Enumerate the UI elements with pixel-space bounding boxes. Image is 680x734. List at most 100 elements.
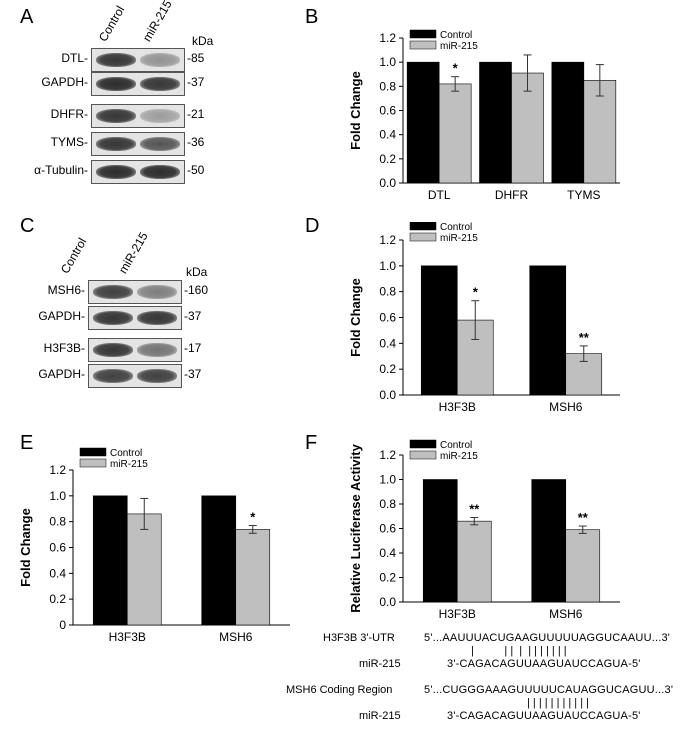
y-tick-label: 0.4 xyxy=(379,546,396,560)
legend-label: miR-215 xyxy=(440,451,478,462)
y-tick-label: 0.2 xyxy=(379,152,396,166)
bar-mir215 xyxy=(456,520,492,603)
blot-row-label: TYMS- xyxy=(50,135,88,149)
blot-kda-value: -37 xyxy=(187,75,205,89)
bar-mir215 xyxy=(565,529,601,603)
panel-letter-f: F xyxy=(305,432,318,454)
y-tick-label: 1.0 xyxy=(379,55,396,69)
bar-control xyxy=(201,495,237,626)
lane-header-control-c: Control xyxy=(57,235,90,276)
panel-letter-b: B xyxy=(305,6,319,28)
blot-kda-value: -37 xyxy=(184,309,202,323)
band-control xyxy=(96,76,136,92)
x-tick-label: H3F3B xyxy=(439,400,476,414)
y-tick-label: 0.4 xyxy=(49,566,66,580)
y-tick-label: 0.8 xyxy=(379,79,396,93)
blot-strip xyxy=(91,48,185,72)
blot-strip xyxy=(91,104,185,128)
x-tick-label: DTL xyxy=(428,188,451,202)
band-control xyxy=(96,52,136,68)
msh6-coding-label: MSH6 Coding Region xyxy=(286,684,393,696)
band-mir215 xyxy=(140,108,180,124)
y-tick-label: 0.8 xyxy=(379,285,396,299)
x-tick-label: MSH6 xyxy=(219,630,253,644)
blot-row-label: GAPDH- xyxy=(38,367,85,381)
y-tick-label: 1.2 xyxy=(49,463,66,477)
band-mir215 xyxy=(137,284,177,300)
legend-label: miR-215 xyxy=(440,41,478,52)
mir215-sequence-2: 3'-CAGACAGUUAAGUAUCCAGUA-5' xyxy=(447,710,641,722)
h3f3b-utr-label: H3F3B 3'-UTR xyxy=(323,632,395,644)
legend-swatch-control xyxy=(79,447,107,457)
y-tick-label: 1.0 xyxy=(49,489,66,503)
blot-strip xyxy=(88,364,182,388)
panel-letter-c: C xyxy=(20,215,35,237)
band-control xyxy=(93,310,133,326)
legend-swatch-control xyxy=(409,439,437,449)
x-tick-label: DHFR xyxy=(495,188,529,202)
chart-b-fold-change: 0.0 0.2 0.4 0.6 0.8 1.0 1.2 Fold Change * DTL DHFR… xyxy=(348,29,620,202)
band-control xyxy=(93,284,133,300)
blot-kda-value: -37 xyxy=(184,367,202,381)
band-mir215 xyxy=(137,310,177,326)
significance-marker: * xyxy=(473,285,479,300)
legend-swatch-mir215 xyxy=(409,232,437,242)
blot-row-label: MSH6- xyxy=(47,283,85,297)
significance-marker: ** xyxy=(579,330,590,345)
y-tick-label: 0.6 xyxy=(49,541,66,555)
blot-row-label: α-Tubulin- xyxy=(34,163,88,177)
legend-label: Control xyxy=(110,448,142,459)
y-tick-label: 1.2 xyxy=(379,448,396,462)
y-tick-label: 0.8 xyxy=(49,515,66,529)
lane-header-mir215-c: miR-215 xyxy=(115,229,151,276)
bar-mir215 xyxy=(126,513,162,626)
blot-row-label: GAPDH- xyxy=(38,309,85,323)
legend-swatch-control xyxy=(409,29,437,39)
significance-marker: ** xyxy=(578,510,589,525)
legend-swatch-mir215 xyxy=(409,450,437,460)
y-tick-label: 1.0 xyxy=(379,259,396,273)
y-axis-label: Fold Change xyxy=(18,508,33,587)
msh6-coding-sequence: 5'...CUGGGAAAGUUUUUCAUAGGUCAGUU...3' xyxy=(424,684,674,696)
x-tick-label: MSH6 xyxy=(549,607,583,621)
legend-swatch-mir215 xyxy=(79,458,107,468)
y-tick-label: 0.0 xyxy=(379,388,396,402)
blot-row-label: H3F3B- xyxy=(43,341,85,355)
panel-letter-e: E xyxy=(20,432,34,454)
y-tick-label: 0.0 xyxy=(379,595,396,609)
mir215-sequence-1: 3'-CAGACAGUUAAGUAUCCAGUA-5' xyxy=(447,658,641,670)
band-mir215 xyxy=(140,52,180,68)
x-tick-label: TYMS xyxy=(567,188,600,202)
y-tick-label: 1.0 xyxy=(379,473,396,487)
bar-control xyxy=(531,479,567,603)
h3f3b-utr-sequence: 5'...AAUUUACUGAAGUUUUUAGGUCAAUU...3' xyxy=(424,632,671,644)
bar-control xyxy=(479,61,512,184)
bar-control xyxy=(406,61,440,184)
y-tick-label: 0.6 xyxy=(379,522,396,536)
y-tick-label: 0.4 xyxy=(379,128,396,142)
bar-control xyxy=(551,61,585,184)
bar-control xyxy=(420,265,458,396)
h3f3b-pairing-lines: | | | | | | | | | | | xyxy=(471,645,567,657)
blot-strip xyxy=(88,306,182,330)
blot-strip xyxy=(91,132,185,156)
legend-label: miR-215 xyxy=(110,459,148,470)
significance-marker: * xyxy=(453,61,459,76)
blot-strip xyxy=(91,72,185,96)
mir215-label-1: miR-215 xyxy=(359,658,401,670)
y-axis-label: Fold Change xyxy=(348,71,363,150)
kda-label-c: kDa xyxy=(186,265,208,279)
blot-kda-value: -50 xyxy=(187,163,205,177)
x-tick-label: H3F3B xyxy=(439,607,476,621)
significance-marker: * xyxy=(250,510,256,525)
blot-kda-value: -17 xyxy=(184,341,202,355)
y-tick-label: 0.2 xyxy=(49,592,66,606)
y-tick-label: 0.8 xyxy=(379,497,396,511)
band-control xyxy=(93,368,133,384)
band-control xyxy=(96,164,136,180)
x-tick-label: MSH6 xyxy=(549,400,583,414)
blot-row-label: GAPDH- xyxy=(41,75,88,89)
kda-label-a: kDa xyxy=(192,34,214,48)
chart-e-fold-change: 0 0.2 0.4 0.6 0.8 1.0 1.2 Fold Change H3F3B * MSH6… xyxy=(18,447,290,644)
chart-d-fold-change: 0.0 0.2 0.4 0.6 0.8 1.0 1.2 Fold Change * H3F3B **… xyxy=(348,222,620,414)
